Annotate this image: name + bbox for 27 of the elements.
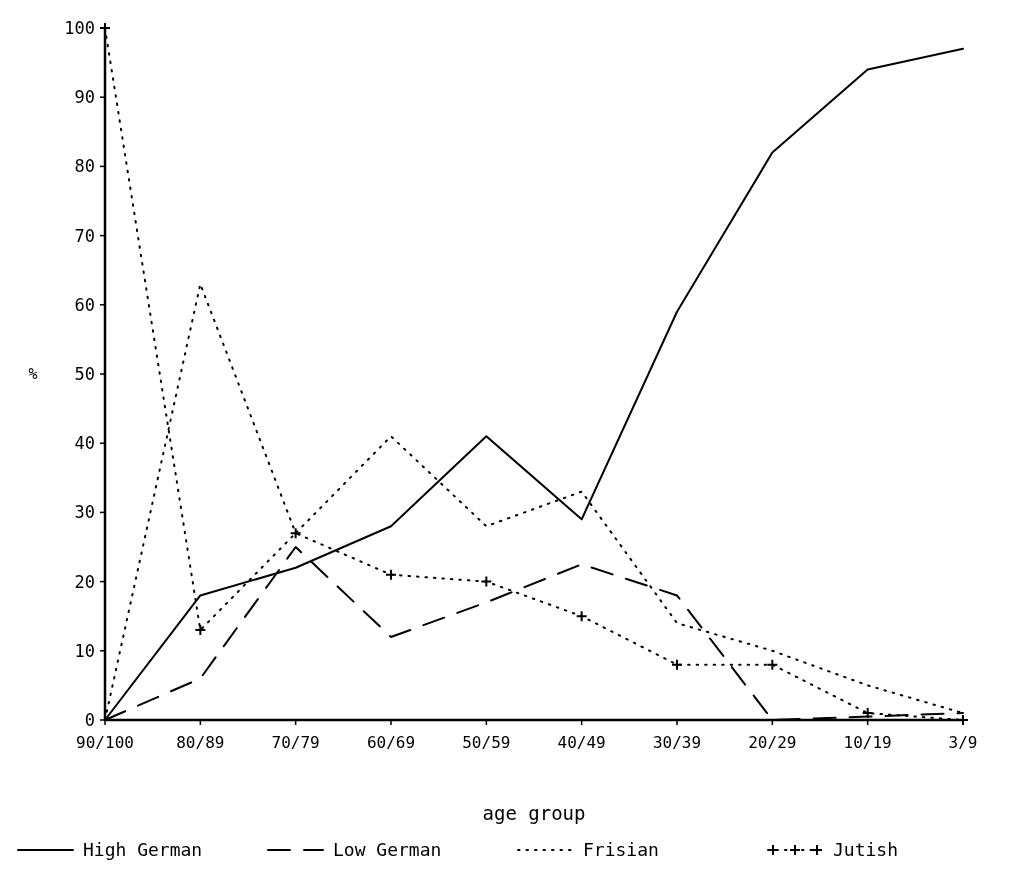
x-tick-label: 30/39 bbox=[652, 733, 702, 752]
y-tick-label: 10 bbox=[74, 640, 95, 661]
legend-label: High German bbox=[83, 839, 203, 861]
x-axis-title: age group bbox=[482, 802, 586, 824]
y-tick-label: 20 bbox=[74, 571, 95, 592]
x-tick-label: 20/29 bbox=[748, 733, 797, 752]
y-tick-label: 80 bbox=[74, 156, 95, 177]
x-tick-label: 70/79 bbox=[271, 733, 320, 752]
y-tick-label: 100 bbox=[64, 17, 95, 38]
y-tick-label: 60 bbox=[74, 294, 95, 315]
y-tick-label: 90 bbox=[74, 87, 95, 108]
x-tick-label: 3/9 bbox=[948, 733, 978, 752]
y-tick-label: 0 bbox=[84, 709, 95, 730]
legend-label: Jutish bbox=[833, 839, 899, 861]
x-tick-label: 10/19 bbox=[843, 733, 892, 752]
y-tick-label: 70 bbox=[74, 225, 95, 246]
x-tick-label: 90/100 bbox=[76, 733, 134, 752]
legend-label: Frisian bbox=[583, 839, 659, 861]
legend-label: Low German bbox=[333, 839, 442, 861]
y-tick-label: 30 bbox=[74, 502, 95, 523]
x-tick-label: 50/59 bbox=[462, 733, 511, 752]
y-axis-title: % bbox=[28, 365, 38, 384]
x-tick-label: 60/69 bbox=[366, 733, 416, 752]
x-tick-label: 80/89 bbox=[176, 733, 225, 752]
y-tick-label: 40 bbox=[74, 433, 95, 454]
x-tick-label: 40/49 bbox=[557, 733, 606, 752]
y-tick-label: 50 bbox=[74, 363, 95, 384]
